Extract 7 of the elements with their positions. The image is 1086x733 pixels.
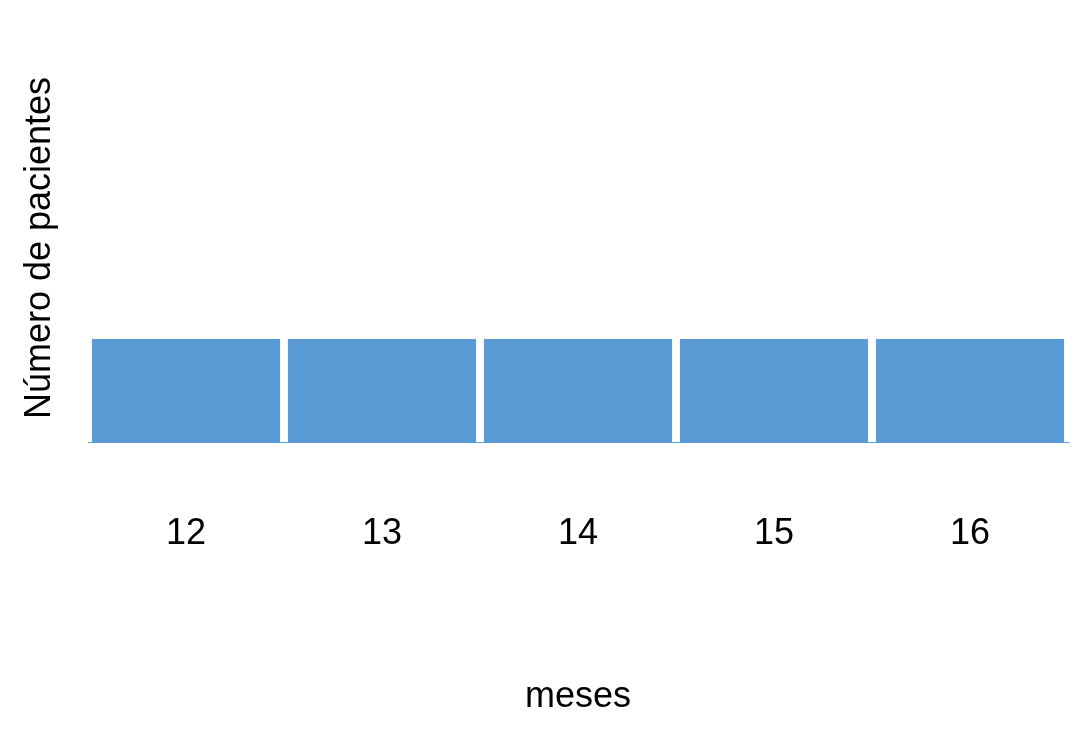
x-tick-label: 14	[557, 511, 599, 553]
x-tick-label: 13	[361, 511, 403, 553]
x-tick-label: 15	[753, 511, 795, 553]
x-tick-label: 16	[949, 511, 991, 553]
x-tick-label: 12	[165, 511, 207, 553]
x-axis-title: meses	[524, 674, 632, 716]
y-axis-title: Número de pacientes	[17, 76, 59, 420]
